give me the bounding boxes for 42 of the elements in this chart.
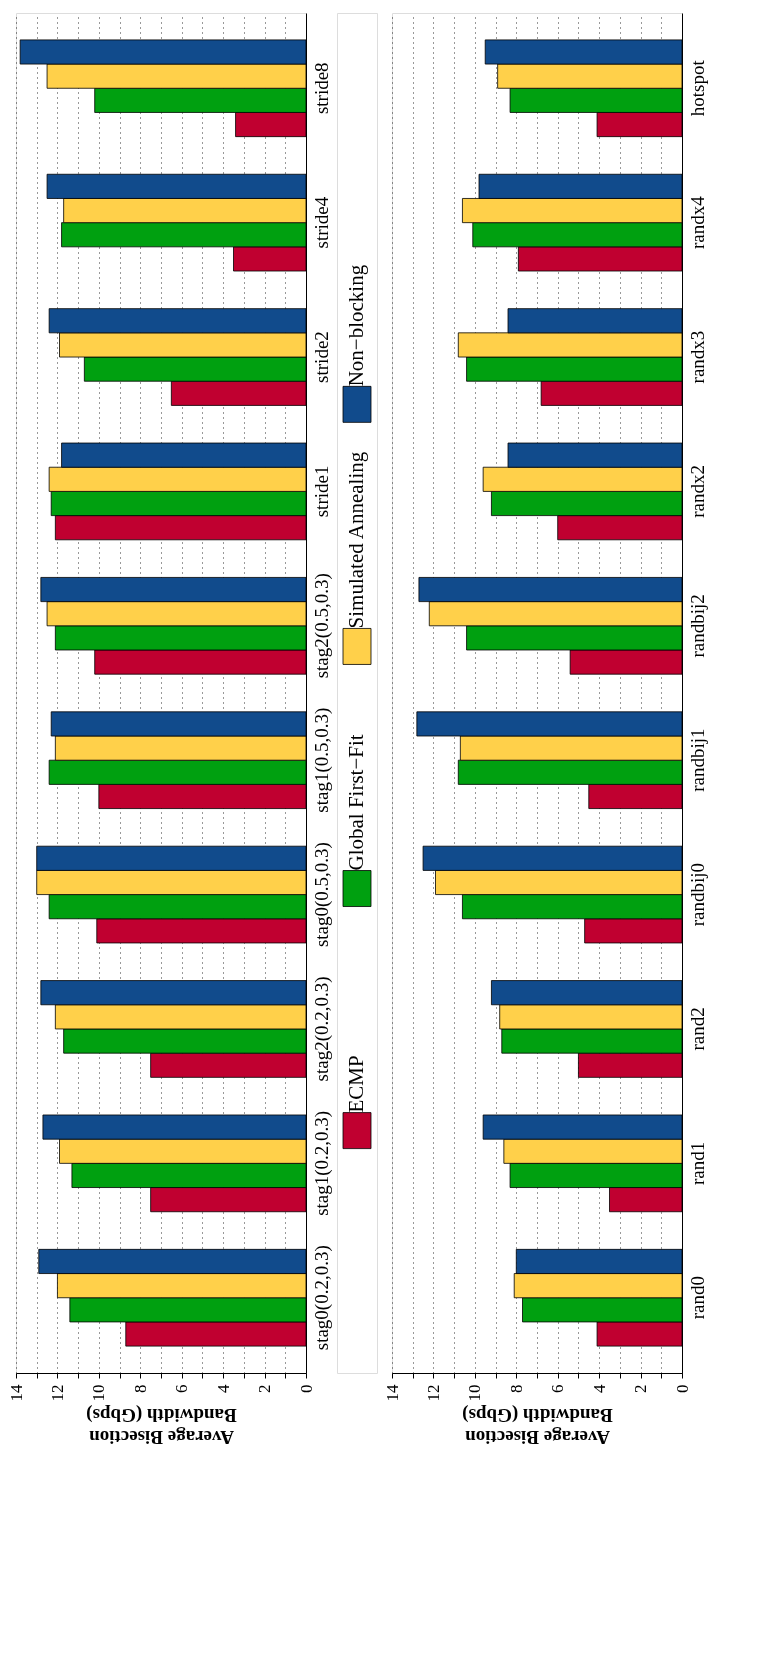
x-tick-label: 4: [589, 1384, 609, 1393]
y-tick-label: stride4: [310, 196, 332, 249]
y-tick-label: rand2: [686, 1007, 708, 1051]
y-tick-label: randbij2: [686, 594, 708, 658]
y-tick-label: randx4: [686, 195, 708, 250]
y-tick-label: rand0: [686, 1276, 708, 1320]
y-tick-label: stag2(0.5,0.3): [310, 573, 333, 679]
x-tick-label: 6: [172, 1384, 192, 1393]
y-tick-label: rand1: [686, 1141, 708, 1185]
x-tick-label: 10: [89, 1384, 109, 1402]
y-tick-label: stag2(0.2,0.3): [310, 976, 333, 1082]
x-tick-label: 8: [506, 1384, 526, 1393]
x-tick-label: 12: [47, 1384, 67, 1402]
y-tick-label: stag0(0.5,0.3): [310, 842, 333, 948]
y-tick-label: randbij1: [686, 728, 708, 792]
y-tick-label: randbij0: [686, 862, 708, 927]
x-tick-label: 0: [672, 1384, 692, 1393]
y-tick-label: hotspot: [686, 59, 708, 117]
text: Non−blocking: [344, 264, 368, 387]
x-axis-title: Average Bisection Bandwidth (Gbps): [86, 1403, 237, 1448]
x-tick-label: 4: [213, 1384, 233, 1393]
text: ECMP: [344, 1055, 368, 1113]
y-tick-label: stag0(0.2,0.3): [310, 1245, 333, 1351]
y-tick-label: randx2: [686, 465, 708, 518]
x-tick-label: 0: [296, 1384, 316, 1393]
x-tick-label: 2: [255, 1384, 275, 1393]
text: Simulated Annealing: [344, 451, 368, 629]
y-tick-label: stride8: [310, 62, 332, 115]
x-tick-label: 10: [465, 1384, 485, 1402]
y-tick-label: stride2: [310, 331, 332, 383]
y-tick-label: randx3: [686, 330, 708, 384]
x-tick-label: 6: [548, 1384, 568, 1393]
x-tick-label: 14: [382, 1384, 402, 1402]
y-tick-label: stag1(0.5,0.3): [310, 707, 333, 813]
x-axis-title: Average Bisection Bandwidth (Gbps): [462, 1403, 613, 1448]
y-tick-label: stride1: [310, 465, 332, 518]
x-tick-label: 8: [130, 1384, 150, 1393]
x-tick-label: 2: [631, 1384, 651, 1393]
x-tick-label: 12: [423, 1384, 443, 1402]
x-tick-label: 14: [6, 1384, 26, 1402]
text: Global First−Fit: [344, 734, 368, 871]
y-tick-label: stag1(0.2,0.3): [310, 1110, 333, 1216]
